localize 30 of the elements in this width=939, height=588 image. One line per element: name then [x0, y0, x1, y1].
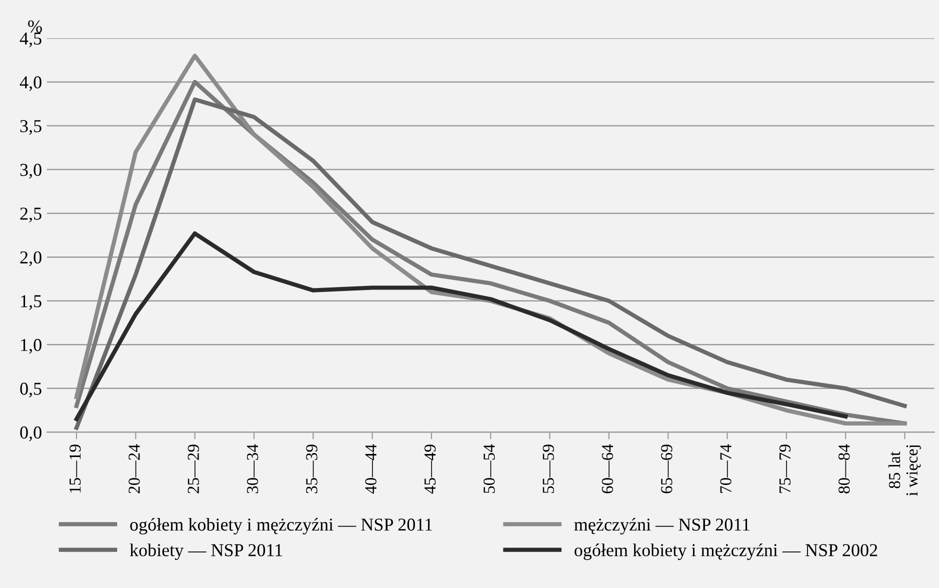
y-tick-label: 3,0	[20, 164, 42, 179]
legend-label: kobiety — NSP 2011	[130, 544, 282, 560]
x-tick-label: 75—79	[779, 444, 791, 493]
y-tick-label: 4,0	[20, 76, 42, 92]
y-tick-label: 2,0	[20, 251, 42, 266]
x-tick-label: 45—49	[424, 444, 436, 494]
y-tick-label: 1,0	[21, 338, 42, 354]
y-tick-label: 2,5	[20, 208, 42, 222]
y-axis-title: %	[28, 20, 42, 33]
x-tick-label: 70—74	[720, 444, 732, 493]
x-tick-label: 50—54	[484, 444, 495, 494]
y-tick-label: 1,5	[21, 295, 42, 310]
y-tick-label: 0,0	[20, 426, 42, 442]
legend-label: ogółem kobiety i mężczyźni — NSP 2002	[574, 544, 878, 560]
legend-label: ogółem kobiety i mężczyźni — NSP 2011	[130, 518, 432, 534]
x-tick-label: 20—24	[128, 444, 140, 494]
x-tick-label: 25—29	[188, 444, 200, 494]
x-tick-label: 85 lat i więcej	[888, 445, 921, 496]
x-tick-label: 60—64	[602, 444, 614, 494]
x-tick-label: 15—19	[70, 444, 81, 493]
y-tick-label: 3,5	[20, 120, 42, 135]
legend-label: mężczyźni — NSP 2011	[574, 518, 750, 534]
x-tick-label: 30—34	[246, 444, 258, 494]
x-tick-label: 55—59	[542, 444, 554, 494]
x-tick-label: 80—84	[838, 444, 850, 494]
y-tick-label: 0,5	[20, 382, 42, 398]
x-tick-label: 65—69	[661, 444, 672, 494]
y-tick-label: 4,5	[20, 32, 42, 48]
x-tick-label: 40—44	[365, 444, 376, 494]
x-tick-label: 35—39	[306, 444, 318, 494]
